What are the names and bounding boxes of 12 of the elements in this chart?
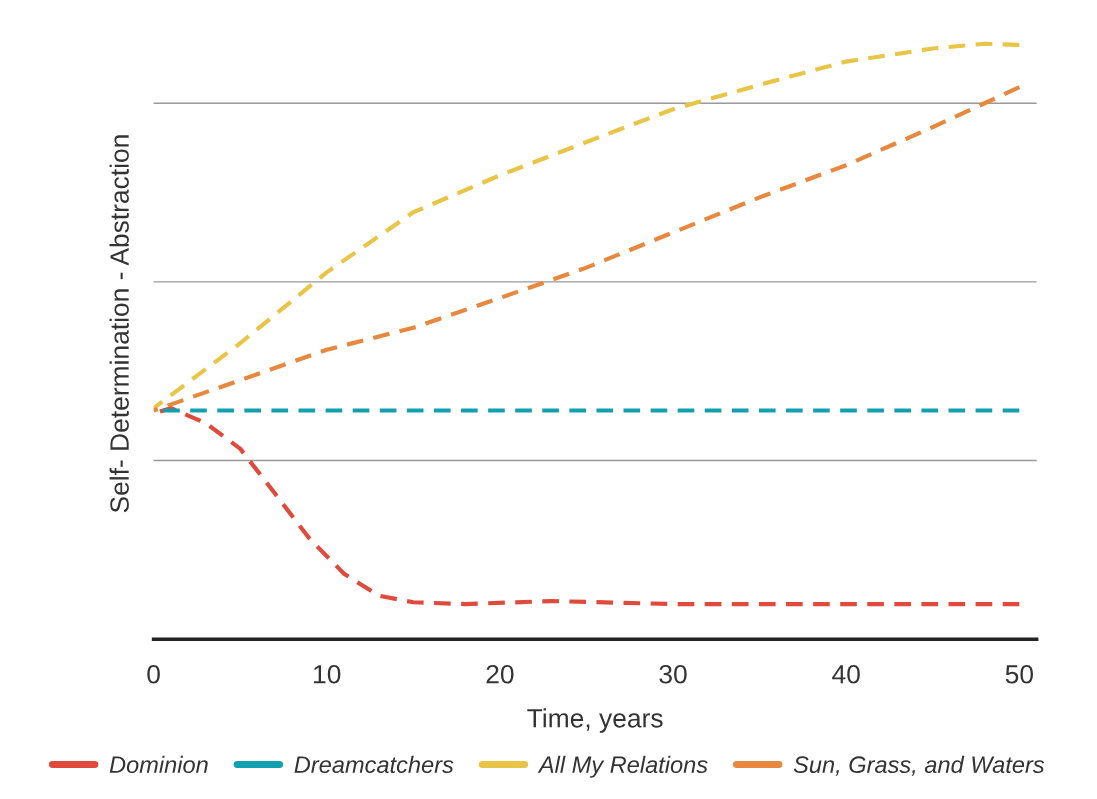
legend-label: Sun, Grass, and Waters [793,755,1045,776]
x-tick-label: 50 [1005,664,1033,684]
legend-label: Dominion [109,755,208,774]
legend-label: Dreamcatchers [294,755,454,774]
x-tick-label: 20 [486,664,514,684]
legend-label: All My Relations [537,755,708,778]
x-tick-label: 0 [147,664,160,684]
y-axis-title: Self- Determination - Abstraction [109,135,129,513]
x-tick-label: 40 [832,664,860,684]
x-tick-label: 10 [314,664,341,684]
x-tick-label: 30 [659,664,687,684]
x-axis-title: Time, years [527,708,663,733]
